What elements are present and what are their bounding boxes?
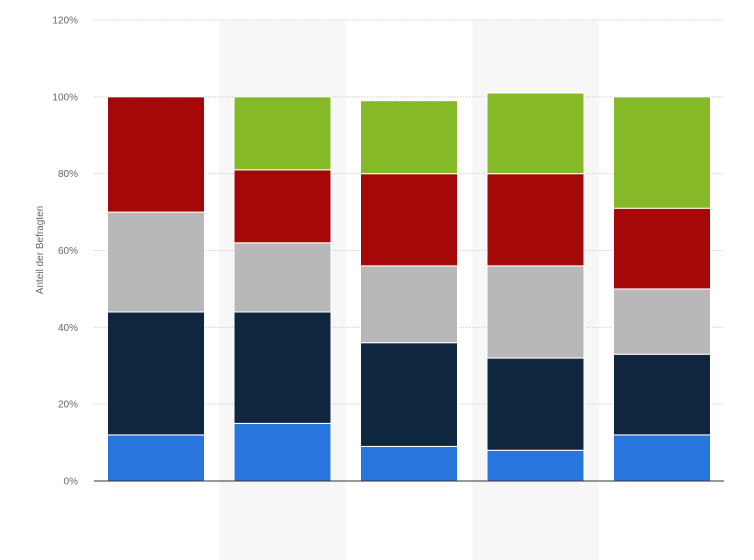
- bar-segment[interactable]: [233, 169, 332, 244]
- bar-segment[interactable]: [613, 353, 711, 436]
- y-tick-label: 60%: [58, 246, 78, 257]
- bar-segment[interactable]: [613, 288, 711, 355]
- bar-segment[interactable]: [360, 342, 458, 447]
- bar-segment[interactable]: [107, 211, 205, 313]
- bar-segment[interactable]: [360, 100, 458, 175]
- bar-segment[interactable]: [486, 449, 585, 482]
- bars: [107, 92, 711, 482]
- bar-segment[interactable]: [107, 96, 205, 213]
- bar-segment[interactable]: [613, 207, 711, 290]
- bar-segment[interactable]: [107, 311, 205, 436]
- y-tick-label: 20%: [58, 400, 78, 411]
- bar-segment[interactable]: [613, 96, 711, 209]
- y-tick-label: 0%: [64, 477, 79, 488]
- bar-segment[interactable]: [486, 357, 585, 451]
- bar-segment[interactable]: [360, 173, 458, 267]
- bar-segment[interactable]: [233, 422, 332, 482]
- bar-segment[interactable]: [233, 96, 332, 171]
- bar-segment[interactable]: [360, 265, 458, 344]
- bar-segment[interactable]: [486, 173, 585, 267]
- bar-segment[interactable]: [360, 445, 458, 482]
- y-axis-title: Anteil der Befragten: [35, 206, 46, 294]
- y-tick-labels: 0% 20% 40% 60% 80% 100% 120%: [52, 16, 78, 488]
- bar-segment[interactable]: [233, 242, 332, 313]
- bar-segment[interactable]: [486, 265, 585, 359]
- y-tick-label: 120%: [52, 16, 78, 27]
- y-tick-label: 80%: [58, 169, 78, 180]
- y-tick-label: 40%: [58, 323, 78, 334]
- y-tick-label: 100%: [52, 92, 78, 103]
- bar-segment[interactable]: [107, 434, 205, 482]
- bar-segment[interactable]: [613, 434, 711, 482]
- bar-segment[interactable]: [486, 92, 585, 175]
- bar-segment[interactable]: [233, 311, 332, 424]
